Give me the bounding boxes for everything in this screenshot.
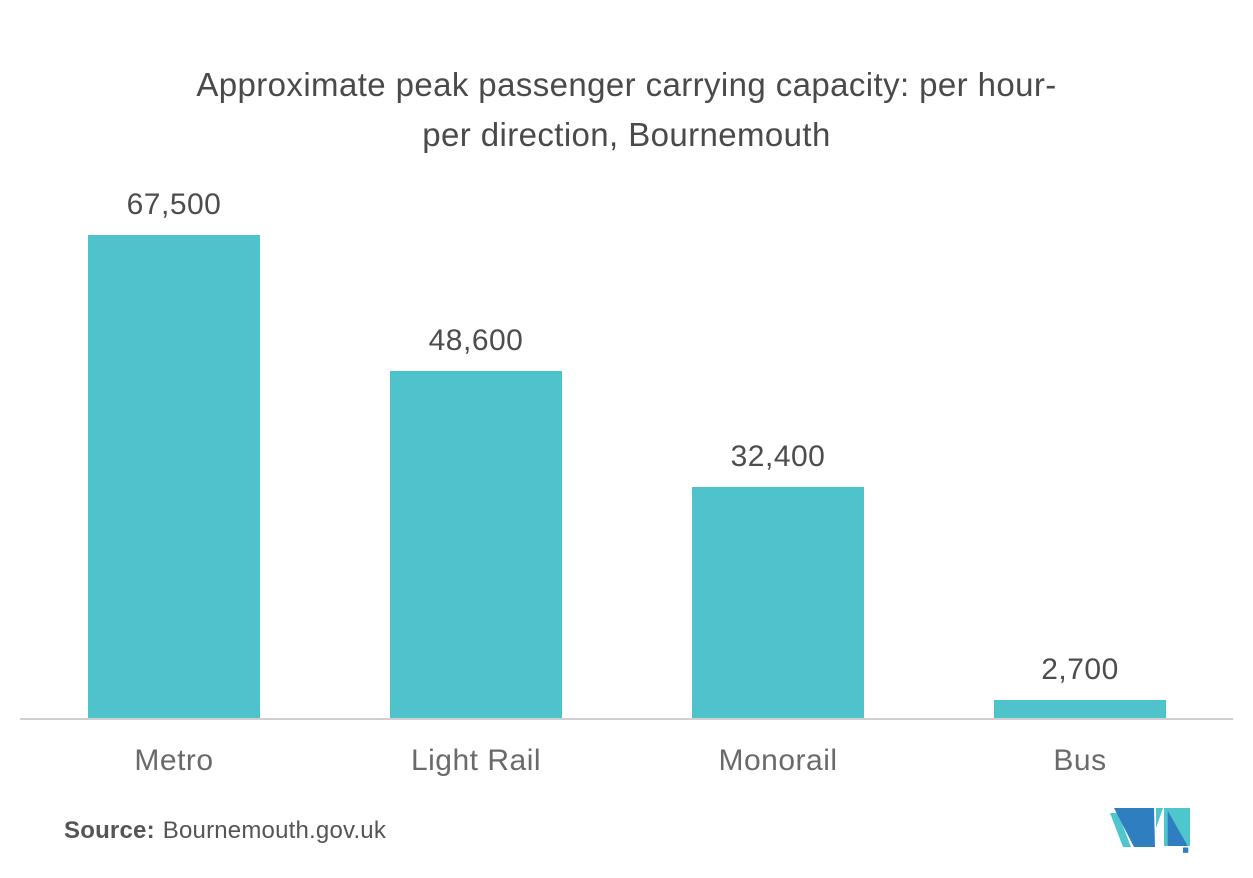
value-label-monorail: 32,400 xyxy=(730,440,826,473)
bar-column-light-rail: 48,600 xyxy=(325,170,627,719)
source-label: Source: xyxy=(64,817,155,844)
value-label-metro: 67,500 xyxy=(126,188,222,221)
chart-title-line-2: per direction, Bournemouth xyxy=(422,116,831,153)
plot-area: 67,500 48,600 32,400 2,700 xyxy=(23,170,1231,719)
category-axis: Metro Light Rail Monorail Bus xyxy=(23,743,1231,779)
value-label-light-rail: 48,600 xyxy=(428,324,524,357)
bar-bus xyxy=(994,700,1166,719)
mordor-intelligence-logo xyxy=(1110,808,1190,853)
category-label-metro: Metro xyxy=(134,744,214,777)
x-axis-line xyxy=(20,718,1233,720)
bar-column-monorail: 32,400 xyxy=(627,170,929,719)
bar-monorail xyxy=(692,487,864,719)
value-label-bus: 2,700 xyxy=(1041,653,1119,686)
logo-teal-middle-wedge xyxy=(1156,808,1163,828)
logo-blue-square xyxy=(1183,847,1189,853)
bar-column-metro: 67,500 xyxy=(23,170,325,719)
bar-column-bus: 2,700 xyxy=(929,170,1231,719)
source-text: Bournemouth.gov.uk xyxy=(162,817,387,844)
category-label-bus: Bus xyxy=(1053,744,1107,777)
logo-teal-left-stroke xyxy=(1110,813,1131,847)
logo-blue-left-stroke xyxy=(1114,808,1155,847)
category-label-monorail: Monorail xyxy=(718,744,838,777)
category-label-light-rail: Light Rail xyxy=(410,744,542,777)
bar-metro xyxy=(88,235,260,719)
chart-title: Approximate peak passenger carrying capa… xyxy=(0,60,1253,160)
bar-light-rail xyxy=(390,371,562,719)
source-attribution: Source: Bournemouth.gov.uk xyxy=(64,817,386,845)
chart-title-line-1: Approximate peak passenger carrying capa… xyxy=(196,66,1057,103)
logo-blue-right-triangle xyxy=(1167,810,1188,846)
